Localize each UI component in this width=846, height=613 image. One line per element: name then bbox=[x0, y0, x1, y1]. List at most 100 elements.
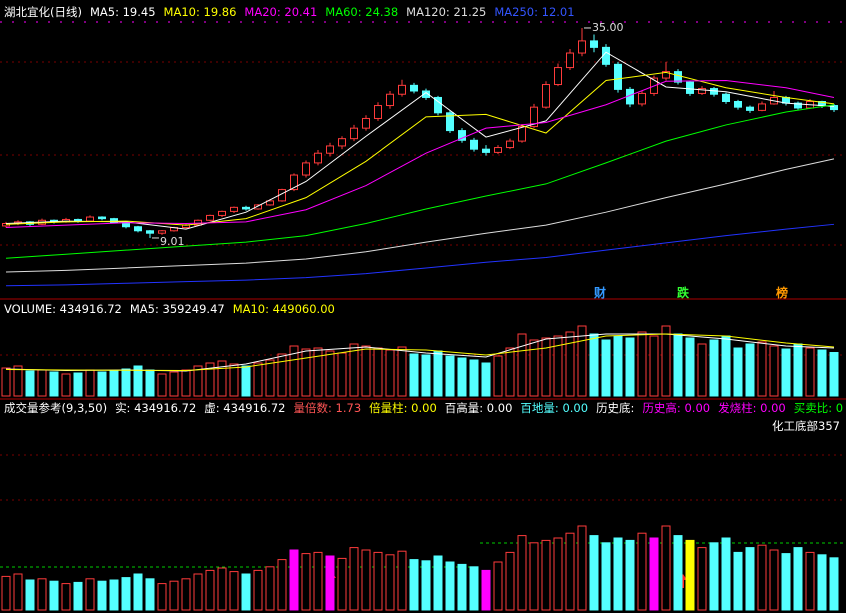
volume-bar bbox=[625, 539, 635, 611]
volume-bar bbox=[721, 335, 731, 397]
price-header: 湖北宜化(日线) MA5: 19.45 MA10: 19.86 MA20: 20.41… bbox=[4, 4, 575, 20]
candle-body bbox=[98, 216, 106, 220]
volume-bar bbox=[205, 362, 215, 397]
volume-bar bbox=[73, 372, 83, 397]
volume-bar bbox=[61, 583, 71, 611]
volume-bar bbox=[601, 339, 611, 397]
candle-body bbox=[134, 226, 142, 232]
candle-body bbox=[410, 84, 418, 92]
volume-bar bbox=[13, 573, 23, 611]
candle-body bbox=[482, 148, 490, 153]
volume-bar bbox=[73, 581, 83, 611]
volume-bar bbox=[445, 355, 455, 397]
volume-bar bbox=[457, 357, 467, 397]
price-annotation: 35.00 bbox=[592, 21, 624, 34]
volume-bar bbox=[685, 539, 695, 611]
legend-item: 历史高: 0.00 bbox=[642, 401, 711, 415]
volume-bar bbox=[697, 343, 707, 397]
volume-bar bbox=[433, 350, 443, 397]
panel-title: 成交量参考(9,3,50) bbox=[4, 401, 108, 415]
volume-bar bbox=[697, 547, 707, 611]
candle-body bbox=[266, 200, 274, 206]
marker: 榜 bbox=[776, 286, 789, 300]
candle-body bbox=[242, 206, 250, 210]
note-text: 化工底部357 bbox=[772, 419, 840, 433]
volume-bar bbox=[817, 349, 827, 397]
candle-body bbox=[218, 210, 226, 216]
volume-bar bbox=[1, 575, 11, 611]
volume-bar bbox=[805, 347, 815, 397]
panel-title: 湖北宜化(日线) bbox=[4, 5, 82, 19]
legend-item: MA10: 449060.00 bbox=[232, 302, 335, 316]
volume-bar bbox=[517, 535, 527, 611]
candle-body bbox=[554, 67, 562, 86]
volume-bar bbox=[385, 349, 395, 397]
candle-body bbox=[374, 105, 382, 119]
volume-bar bbox=[637, 331, 647, 397]
volume-bar bbox=[229, 571, 239, 611]
volume-bar bbox=[25, 370, 35, 397]
volume-bar bbox=[517, 333, 527, 397]
volume-bar bbox=[205, 569, 215, 611]
candle-body bbox=[686, 81, 694, 94]
legend-item: MA5: 359249.47 bbox=[129, 302, 225, 316]
candle-body bbox=[674, 71, 682, 83]
volume-bar bbox=[421, 560, 431, 611]
legend-item: 买卖比: 0 bbox=[793, 401, 844, 415]
marker: 财 bbox=[594, 286, 607, 300]
volume-bar bbox=[181, 578, 191, 611]
candle-body bbox=[458, 130, 466, 141]
candle-body bbox=[494, 147, 502, 153]
legend-item: 倍量柱: 0.00 bbox=[369, 401, 437, 415]
volume-bar bbox=[253, 569, 263, 611]
candle-body bbox=[314, 152, 322, 164]
legend-item: 百高量: 0.00 bbox=[444, 401, 513, 415]
volume-bar bbox=[433, 555, 443, 611]
volume-bar bbox=[325, 555, 335, 611]
volume-bar bbox=[349, 343, 359, 397]
volume-bar bbox=[169, 580, 179, 611]
volume-bar bbox=[61, 373, 71, 397]
candle-body bbox=[302, 162, 310, 176]
legend-item: 历史底: bbox=[596, 401, 635, 415]
volume-bar bbox=[781, 553, 791, 611]
volume-bar bbox=[541, 539, 551, 611]
candle-body bbox=[614, 63, 622, 90]
volume-bar bbox=[193, 573, 203, 611]
volume-bar bbox=[805, 551, 815, 611]
candle-body bbox=[326, 145, 334, 154]
volume-bar bbox=[469, 566, 479, 611]
volume-bar bbox=[109, 370, 119, 397]
volume-bar bbox=[529, 542, 539, 611]
volume-bar bbox=[493, 561, 503, 611]
volume-bar bbox=[781, 348, 791, 397]
volume-bar bbox=[301, 348, 311, 397]
volume-bar bbox=[109, 579, 119, 611]
volume-bar bbox=[313, 551, 323, 611]
volume-bar bbox=[397, 550, 407, 611]
ma-line bbox=[5, 79, 835, 229]
volume-bar bbox=[229, 363, 239, 397]
volume-bar bbox=[349, 547, 359, 611]
candle-body bbox=[518, 126, 526, 142]
candle-body bbox=[794, 102, 802, 109]
candle-body bbox=[230, 206, 238, 212]
panel-title: VOLUME: 434916.72 bbox=[4, 302, 122, 316]
volume-bar bbox=[337, 352, 347, 397]
volume-bar bbox=[745, 343, 755, 397]
volume-bar bbox=[265, 566, 275, 611]
candle-body bbox=[254, 204, 262, 210]
volume-bar bbox=[37, 578, 47, 611]
volume-bar bbox=[577, 525, 587, 611]
volume-bar bbox=[793, 343, 803, 397]
volume-bar bbox=[217, 567, 227, 611]
legend-item: 虚: 434916.72 bbox=[204, 401, 286, 415]
volume-bar bbox=[97, 580, 107, 611]
ma-line bbox=[5, 71, 835, 226]
candle-body bbox=[422, 90, 430, 98]
volume-bar bbox=[481, 569, 491, 611]
volume-bar bbox=[121, 368, 131, 397]
volume-bar bbox=[409, 559, 419, 611]
volume-header: VOLUME: 434916.72 MA5: 359249.47 MA10: 449… bbox=[4, 301, 335, 317]
volume-bar bbox=[241, 365, 251, 397]
